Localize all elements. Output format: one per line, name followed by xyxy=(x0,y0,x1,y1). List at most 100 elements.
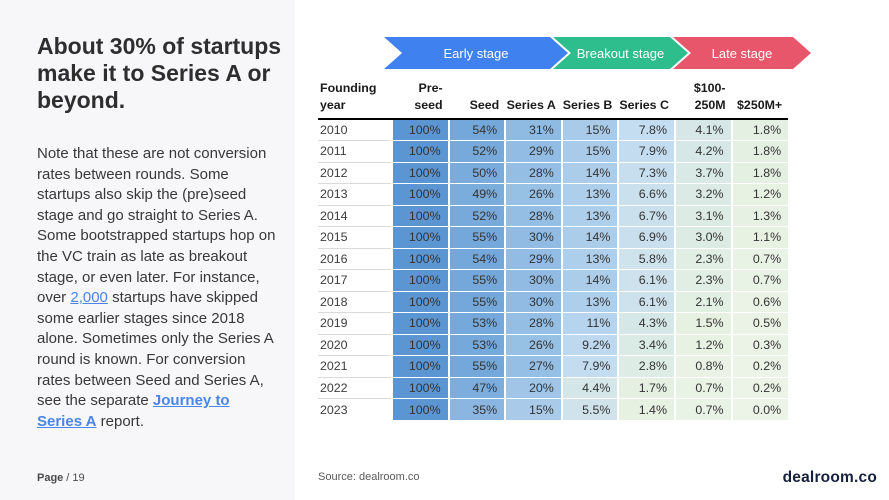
year-cell: 2013 xyxy=(318,183,392,205)
value-cell: 1.2% xyxy=(673,333,732,356)
year-cell: 2020 xyxy=(318,333,392,356)
dealroom-logo: dealroom.co xyxy=(782,469,877,486)
value-cell: 100% xyxy=(391,118,449,141)
value-cell: 0.6% xyxy=(730,290,789,313)
table-row: 2016 100% 54% 29% 13% 5.8% 2.3% 0.7% xyxy=(318,247,789,270)
value-cell: 100% xyxy=(391,269,449,291)
value-cell: 7.9% xyxy=(617,140,675,162)
table-body: 2010 100% 54% 31% 15% 7.8% 4.1% 1.8% 2011 100% 52%… xyxy=(318,118,789,420)
value-cell: 20% xyxy=(504,376,562,399)
link-journey-to-series-a[interactable]: Journey to Series A xyxy=(37,392,230,430)
table-row: 2019 100% 53% 28% 11% 4.3% 1.5% 0.5% xyxy=(318,312,789,334)
stage-arrow-label: Breakout stage xyxy=(576,45,665,61)
stage-arrow-breakout: Breakout stage xyxy=(553,37,688,69)
year-cell: 2010 xyxy=(318,118,392,141)
value-cell: 6.1% xyxy=(617,269,675,291)
value-cell: 100% xyxy=(391,398,449,420)
year-cell: 2012 xyxy=(318,161,392,184)
value-cell: 0.0% xyxy=(730,398,789,420)
value-cell: 0.5% xyxy=(730,312,789,334)
body-text-segment: startups have skipped some earlier stage… xyxy=(37,289,273,410)
value-cell: 100% xyxy=(391,312,449,334)
value-cell: 4.1% xyxy=(673,118,732,141)
value-cell: 55% xyxy=(447,290,506,313)
value-cell: 100% xyxy=(391,161,449,184)
value-cell: 50% xyxy=(447,161,506,184)
column-header: Series A xyxy=(505,80,562,120)
year-cell: 2011 xyxy=(318,140,392,162)
column-header: $250M+ xyxy=(731,80,789,120)
value-cell: 3.0% xyxy=(673,226,732,248)
value-cell: 6.6% xyxy=(617,183,675,205)
year-cell: 2014 xyxy=(318,204,392,227)
value-cell: 28% xyxy=(504,161,562,184)
year-cell: 2023 xyxy=(318,398,392,420)
year-cell: 2015 xyxy=(318,226,392,248)
value-cell: 11% xyxy=(560,312,619,334)
column-header: Series C xyxy=(618,80,675,120)
value-cell: 53% xyxy=(447,333,506,356)
column-header: Series B xyxy=(561,80,619,120)
value-cell: 53% xyxy=(447,312,506,334)
page-label: Page xyxy=(37,472,64,484)
value-cell: 49% xyxy=(447,183,506,205)
value-cell: 0.7% xyxy=(673,376,732,399)
value-cell: 0.8% xyxy=(673,355,732,377)
value-cell: 15% xyxy=(560,118,619,141)
year-cell: 2016 xyxy=(318,247,392,270)
value-cell: 100% xyxy=(391,376,449,399)
page-number: Page/ 19 xyxy=(37,472,85,484)
value-cell: 15% xyxy=(504,398,562,420)
value-cell: 3.2% xyxy=(673,183,732,205)
value-cell: 0.3% xyxy=(730,333,789,356)
value-cell: 100% xyxy=(391,247,449,270)
link-2000[interactable]: 2,000 xyxy=(70,289,108,307)
value-cell: 30% xyxy=(504,269,562,291)
body-text: Note that these are not conversion rates… xyxy=(37,144,277,432)
value-cell: 2.3% xyxy=(673,269,732,291)
value-cell: 0.7% xyxy=(673,398,732,420)
value-cell: 100% xyxy=(391,183,449,205)
value-cell: 1.4% xyxy=(617,398,675,420)
value-cell: 14% xyxy=(560,269,619,291)
stage-arrow-label: Early stage xyxy=(443,45,509,61)
value-cell: 0.2% xyxy=(730,376,789,399)
value-cell: 52% xyxy=(447,204,506,227)
value-cell: 3.1% xyxy=(673,204,732,227)
value-cell: 13% xyxy=(560,183,619,205)
value-cell: 0.7% xyxy=(730,269,789,291)
table-row: 2014 100% 52% 28% 13% 6.7% 3.1% 1.3% xyxy=(318,204,789,227)
column-header: Pre-seed xyxy=(392,80,449,120)
value-cell: 1.8% xyxy=(730,161,789,184)
value-cell: 52% xyxy=(447,140,506,162)
value-cell: 7.3% xyxy=(617,161,675,184)
value-cell: 55% xyxy=(447,355,506,377)
value-cell: 100% xyxy=(391,140,449,162)
value-cell: 28% xyxy=(504,204,562,227)
value-cell: 4.3% xyxy=(617,312,675,334)
stage-arrow-label: Late stage xyxy=(711,45,773,61)
value-cell: 54% xyxy=(447,118,506,141)
table-row: 2022 100% 47% 20% 4.4% 1.7% 0.7% 0.2% xyxy=(318,376,789,399)
body-text-segment: Note that these are not conversion rates… xyxy=(37,145,276,307)
value-cell: 4.4% xyxy=(560,376,619,399)
value-cell: 13% xyxy=(560,290,619,313)
page-title: About 30% of startups make it to Series … xyxy=(37,33,282,113)
value-cell: 5.5% xyxy=(560,398,619,420)
value-cell: 13% xyxy=(560,247,619,270)
body-text-segment: report. xyxy=(96,412,145,430)
value-cell: 2.3% xyxy=(673,247,732,270)
value-cell: 54% xyxy=(447,247,506,270)
value-cell: 27% xyxy=(504,355,562,377)
value-cell: 14% xyxy=(560,226,619,248)
table-header: Founding year Pre-seed Seed Series A Series B… xyxy=(318,80,789,120)
value-cell: 1.8% xyxy=(730,140,789,162)
value-cell: 0.2% xyxy=(730,355,789,377)
value-cell: 1.1% xyxy=(730,226,789,248)
table-row: 2017 100% 55% 30% 14% 6.1% 2.3% 0.7% xyxy=(318,269,789,291)
source-note: Source: dealroom.co xyxy=(318,471,420,483)
value-cell: 26% xyxy=(504,183,562,205)
value-cell: 7.9% xyxy=(560,355,619,377)
value-cell: 100% xyxy=(391,290,449,313)
value-cell: 14% xyxy=(560,161,619,184)
